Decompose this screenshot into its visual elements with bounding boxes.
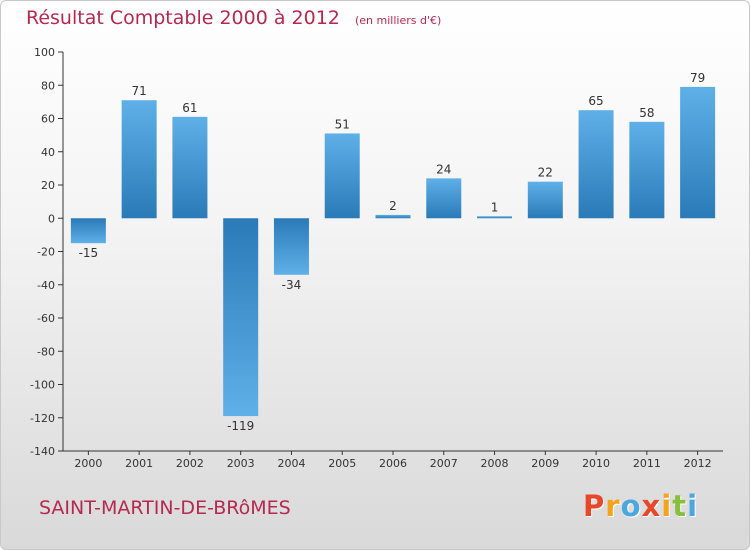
x-tick-label: 2004 [277,457,305,470]
bar [273,218,309,275]
chart-subtitle: (en milliers d'€) [354,14,442,27]
x-tick-label: 2012 [684,457,712,470]
x-tick-label: 2005 [328,457,356,470]
logo-letter: o [620,489,642,523]
logo-letter: x [641,489,662,523]
y-tick-label: -80 [37,345,55,358]
bar [172,116,208,219]
logo-letter: i [687,489,699,523]
x-tick-label: 2009 [531,457,559,470]
y-tick-label: 60 [41,113,55,126]
bar [629,121,665,219]
x-tick-label: 2007 [430,457,458,470]
data-label: -34 [282,278,302,292]
bar [121,100,157,219]
bar [70,218,106,244]
bar [578,110,614,219]
x-tick-label: 2001 [125,457,153,470]
x-tick-label: 2003 [227,457,255,470]
x-tick-label: 2011 [633,457,661,470]
bar [477,216,513,219]
data-label: -15 [79,246,99,260]
chart-title: Résultat Comptable 2000 à 2012 [26,7,340,29]
data-label: 51 [335,117,350,131]
y-tick-label: 100 [34,46,55,59]
logo-letter: t [672,489,688,523]
x-tick-label: 2000 [74,457,102,470]
data-label: 61 [182,101,197,115]
bar [324,133,360,219]
y-tick-label: 0 [48,212,55,225]
data-label: 79 [690,71,705,85]
y-tick-label: -60 [37,312,55,325]
y-tick-label: -20 [37,246,55,259]
data-label: 71 [132,84,147,98]
proxiti-logo: Proxiti [583,489,698,523]
y-tick-label: -40 [37,279,55,292]
chart-header: Résultat Comptable 2000 à 2012 (en milli… [26,7,441,29]
y-tick-label: -100 [30,379,55,392]
bar [223,218,259,417]
y-tick-label: 80 [41,79,55,92]
x-tick-label: 2006 [379,457,407,470]
data-label: -119 [227,419,254,433]
y-tick-label: 20 [41,179,55,192]
data-label: 58 [639,106,654,120]
data-label: 24 [436,162,451,176]
data-label: 1 [491,200,499,214]
logo-letter: r [605,489,621,523]
x-tick-label: 2010 [582,457,610,470]
bar [426,178,462,219]
y-tick-label: 40 [41,146,55,159]
commune-name: SAINT-MARTIN-DE-BRôMES [39,497,291,519]
logo-letter: i [661,489,673,523]
y-tick-label: -140 [30,445,55,458]
data-label: 22 [538,166,553,180]
x-tick-label: 2008 [481,457,509,470]
data-label: 2 [389,199,397,213]
logo-letter: P [583,489,606,523]
x-tick-label: 2002 [176,457,204,470]
y-tick-label: -120 [30,412,55,425]
bar [375,214,411,219]
data-label: 65 [588,94,603,108]
bar [527,181,563,219]
bar [680,86,716,219]
